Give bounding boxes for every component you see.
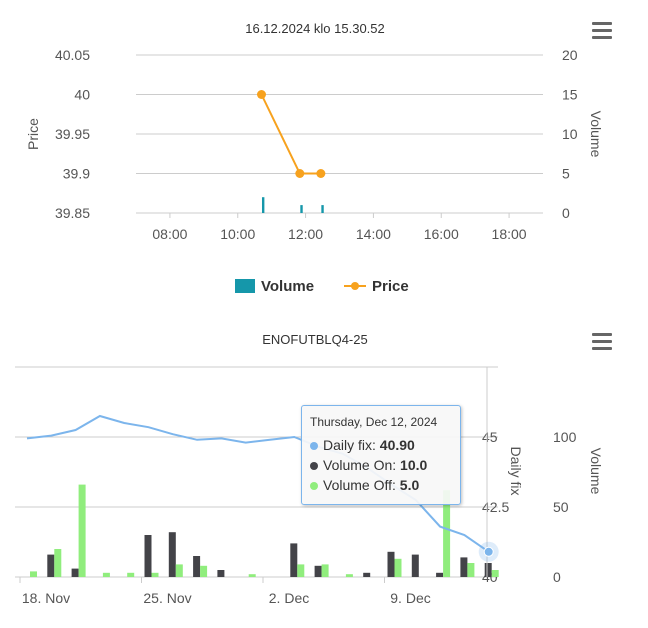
chart1-y-tick-label: 39.9 [63,166,90,182]
volume-off-bar [151,572,159,577]
volume-bar [261,197,265,213]
chart1-y2-tick-label: 20 [562,47,578,63]
chart1-y-tick-label: 40 [74,87,90,103]
legend-volume-label: Volume [261,278,315,295]
tooltip-daily-fix-value: 40.90 [379,437,415,453]
chart1-x-tick-label: 10:00 [220,226,255,242]
price-point [316,169,326,178]
volume-off-bar [78,484,86,577]
chart2-y2-tick-label: 100 [553,429,577,445]
volume-on-bar [193,556,201,577]
volume-off-bar [54,549,62,577]
chart2-y2-tick-label: 0 [553,569,561,585]
chart2-y2-tick-label: 50 [553,499,569,515]
tooltip-volume-on-value: 10.0 [400,457,428,473]
chart1-menu-icon[interactable] [590,20,614,42]
chart2-x-tick-label: 18. Nov [22,590,70,606]
price-chart: 16.12.2024 klo 15.30.52 39.85 39.9 39.95 40… [25,21,604,242]
volume-off-bar [345,574,353,577]
volume-legend-swatch-icon [235,279,255,293]
legend-item-volume[interactable]: Volume [235,278,314,295]
volume-off-bar [127,572,135,577]
tooltip-daily-fix-label: Daily fix: [323,437,376,453]
volume-off-bar [30,571,37,577]
price-point [256,90,266,99]
tooltip-volume-off-label: Volume Off: [323,477,396,493]
volume-on-bar [363,572,371,577]
chart2-y-tick-label: 42.5 [482,499,509,515]
chart1-x-tick-label: 16:00 [424,226,459,242]
chart2-y2-axis-title: Volume [588,448,604,495]
tooltip-row-volume-off: Volume Off: 5.0 [310,475,452,495]
volume-on-bar [314,565,322,577]
chart1-y2-tick-label: 10 [562,126,578,142]
price-legend-line-icon [344,279,366,293]
chart1-x-tick-label: 18:00 [492,226,527,242]
chart1-y-tick-label: 40.05 [55,47,90,63]
tooltip-date: Thursday, Dec 12, 2024 [310,415,438,429]
chart2-x-tick-label: 9. Dec [390,590,430,606]
volume-off-bar [200,565,208,577]
volume-off-dot-icon [310,482,318,491]
volume-on-bar [144,535,152,577]
tooltip-volume-off-value: 5.0 [399,477,420,493]
daily-fix-dot-icon [310,442,318,451]
chart1-x-tick-label: 14:00 [356,226,391,242]
tooltip: Thursday, Dec 12, 2024 Daily fix: 40.90 … [301,405,461,505]
chart2-menu-icon[interactable] [590,331,614,353]
volume-on-bar [411,554,419,577]
volume-on-bar [460,557,468,577]
volume-on-bar [436,572,444,577]
volume-on-bar [290,543,298,577]
chart1-y-axis-title: Price [25,118,41,150]
volume-on-bar [484,563,492,577]
legend-item-price[interactable]: Price [344,278,409,295]
volume-off-bar [175,564,183,577]
tooltip-row-daily-fix: Daily fix: 40.90 [310,435,452,455]
price-point [295,169,305,178]
chart1-y-tick-label: 39.95 [55,126,90,142]
tooltip-volume-on-label: Volume On: [323,457,397,473]
chart1-y2-axis-title: Volume [588,111,604,158]
volume-off-bar [297,564,305,577]
legend-price-label: Price [372,278,409,295]
volume-off-bar [248,574,256,577]
chart2-x-tick-label: 2. Dec [269,590,309,606]
volume-off-bar [102,572,110,577]
chart2-y-axis-title: Daily fix [508,446,524,495]
chart1-y-tick-label: 39.85 [55,205,90,221]
volume-bar [321,205,324,213]
volume-on-bar [387,551,395,577]
volume-off-bar [467,563,475,577]
chart2-y-tick-label: 45 [482,429,498,445]
chart1-x-tick-label: 12:00 [288,226,323,242]
volume-bar [300,205,303,213]
chart1-x-tick-label: 08:00 [152,226,187,242]
daily-fix-hover-point [483,546,494,557]
chart1-y2-tick-label: 5 [562,166,570,182]
chart1-y2-tick-label: 15 [562,87,578,103]
volume-off-bar [443,490,451,577]
tooltip-row-volume-on: Volume On: 10.0 [310,455,452,475]
chart1-title: 16.12.2024 klo 15.30.52 [245,21,385,36]
volume-on-bar [47,554,55,577]
chart1-y2-tick-label: 0 [562,205,570,221]
volume-off-bar [491,570,499,577]
volume-on-bar [217,570,225,577]
chart2-title: ENOFUTBLQ4-25 [262,332,367,347]
volume-off-bar [321,564,329,577]
volume-off-bar [394,558,402,577]
volume-on-bar [168,532,176,577]
volume-on-dot-icon [310,462,318,471]
chart2-x-tick-label: 25. Nov [143,590,191,606]
volume-on-bar [71,568,79,577]
